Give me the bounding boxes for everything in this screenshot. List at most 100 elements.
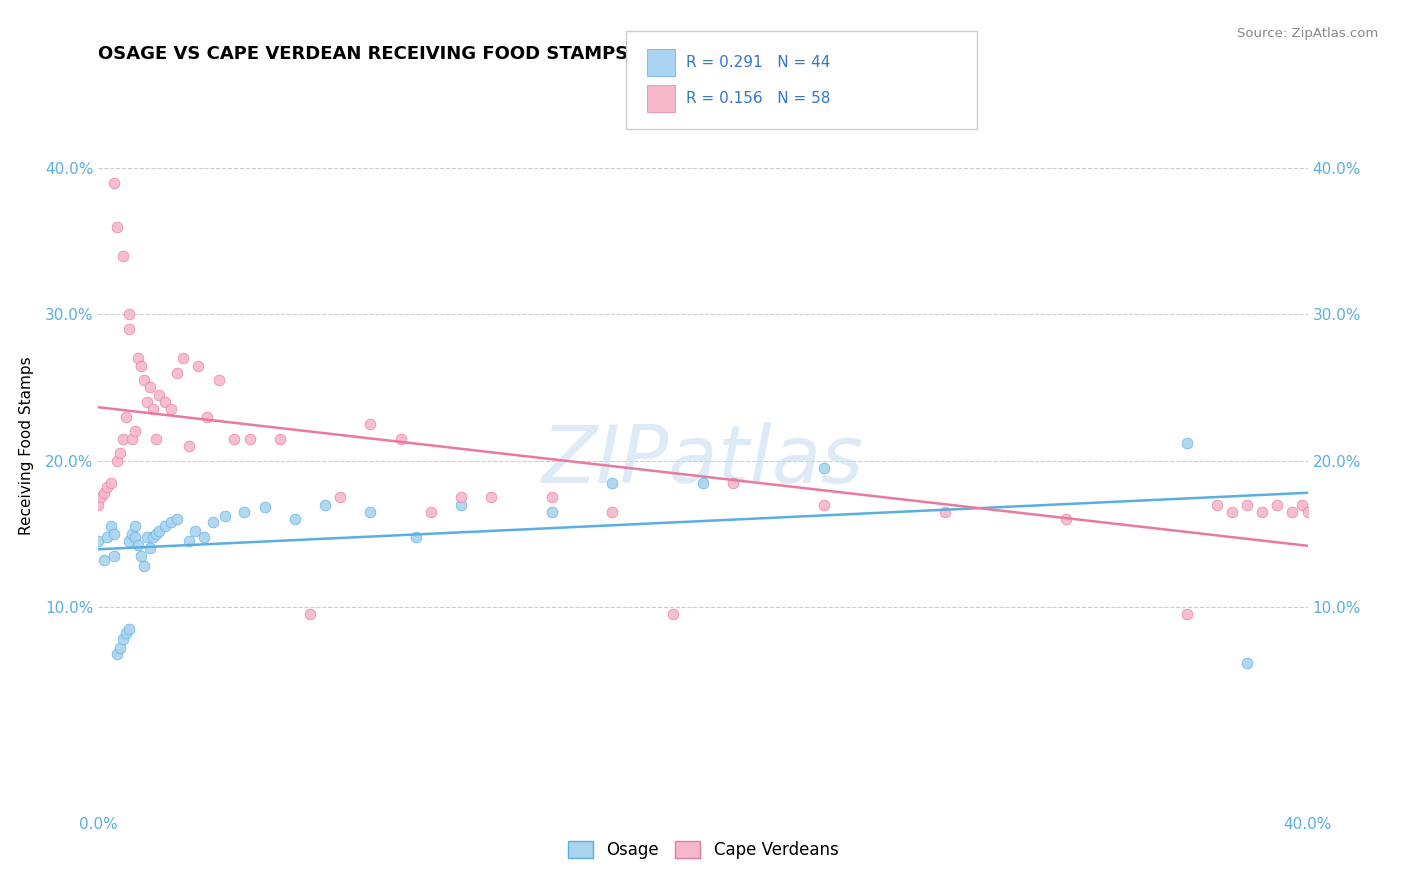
Point: [179, 439, 201, 453]
Point: [389, 432, 412, 446]
Point: [87, 498, 110, 512]
Point: [172, 351, 194, 366]
Point: [284, 512, 307, 526]
Point: [602, 505, 624, 519]
Point: [1251, 505, 1274, 519]
Point: [1296, 505, 1319, 519]
Point: [1281, 505, 1303, 519]
Point: [145, 432, 167, 446]
Point: [145, 526, 167, 541]
Point: [121, 432, 143, 446]
Point: [103, 549, 125, 563]
Point: [124, 530, 146, 544]
Point: [90, 490, 112, 504]
Point: [420, 505, 443, 519]
Point: [723, 475, 745, 490]
Point: [481, 490, 503, 504]
Point: [96, 480, 118, 494]
Point: [934, 505, 956, 519]
Point: [202, 515, 225, 529]
Point: [129, 549, 152, 563]
Point: [105, 647, 128, 661]
Point: [1054, 512, 1077, 526]
Point: [100, 475, 122, 490]
Point: [111, 249, 134, 263]
Point: [153, 395, 176, 409]
Point: [160, 515, 183, 529]
Point: [139, 541, 162, 556]
Point: [269, 432, 291, 446]
Point: [184, 524, 207, 538]
Point: [813, 498, 835, 512]
Point: [195, 409, 218, 424]
Point: [1291, 498, 1313, 512]
Point: [329, 490, 352, 504]
Point: [193, 530, 215, 544]
Point: [299, 607, 322, 622]
Point: [1175, 436, 1198, 450]
Point: [93, 553, 115, 567]
Point: [139, 380, 162, 394]
Point: [124, 519, 146, 533]
Point: [153, 519, 176, 533]
Point: [103, 526, 125, 541]
Point: [118, 622, 141, 636]
Point: [405, 530, 427, 544]
Point: [87, 534, 110, 549]
Text: R = 0.156   N = 58: R = 0.156 N = 58: [686, 91, 831, 105]
Point: [450, 490, 472, 504]
Point: [132, 558, 155, 573]
Point: [103, 176, 125, 190]
Point: [214, 509, 236, 524]
Point: [142, 530, 165, 544]
Point: [1220, 505, 1243, 519]
Point: [114, 626, 136, 640]
Point: [118, 534, 141, 549]
Legend: Osage, Cape Verdeans: Osage, Cape Verdeans: [561, 834, 845, 865]
Text: OSAGE VS CAPE VERDEAN RECEIVING FOOD STAMPS CORRELATION CHART: OSAGE VS CAPE VERDEAN RECEIVING FOOD STA…: [98, 45, 851, 63]
Point: [360, 417, 382, 431]
Point: [187, 359, 209, 373]
Point: [208, 373, 231, 387]
Point: [1206, 498, 1229, 512]
Point: [692, 475, 714, 490]
Y-axis label: Receiving Food Stamps: Receiving Food Stamps: [18, 357, 34, 535]
Point: [450, 498, 472, 512]
Point: [179, 534, 201, 549]
Text: Source: ZipAtlas.com: Source: ZipAtlas.com: [1237, 27, 1378, 40]
Point: [1236, 656, 1258, 670]
Point: [661, 607, 683, 622]
Point: [108, 640, 131, 655]
Point: [540, 505, 562, 519]
Point: [132, 373, 155, 387]
Point: [142, 402, 165, 417]
Point: [127, 351, 149, 366]
Point: [118, 307, 141, 321]
Point: [232, 505, 254, 519]
Point: [224, 432, 246, 446]
Point: [1175, 607, 1198, 622]
Point: [160, 402, 183, 417]
Point: [108, 446, 131, 460]
Point: [127, 539, 149, 553]
Text: R = 0.291   N = 44: R = 0.291 N = 44: [686, 55, 831, 70]
Point: [121, 526, 143, 541]
Point: [1236, 498, 1258, 512]
Point: [360, 505, 382, 519]
Point: [93, 485, 115, 500]
Point: [100, 519, 122, 533]
Point: [129, 359, 152, 373]
Point: [253, 500, 276, 515]
Point: [114, 409, 136, 424]
Point: [1267, 498, 1289, 512]
Point: [118, 322, 141, 336]
Point: [166, 512, 188, 526]
Point: [148, 524, 170, 538]
Point: [148, 388, 170, 402]
Point: [135, 530, 157, 544]
Point: [96, 530, 118, 544]
Point: [314, 498, 336, 512]
Point: [124, 425, 146, 439]
Text: ZIPatlas: ZIPatlas: [541, 422, 865, 500]
Point: [111, 432, 134, 446]
